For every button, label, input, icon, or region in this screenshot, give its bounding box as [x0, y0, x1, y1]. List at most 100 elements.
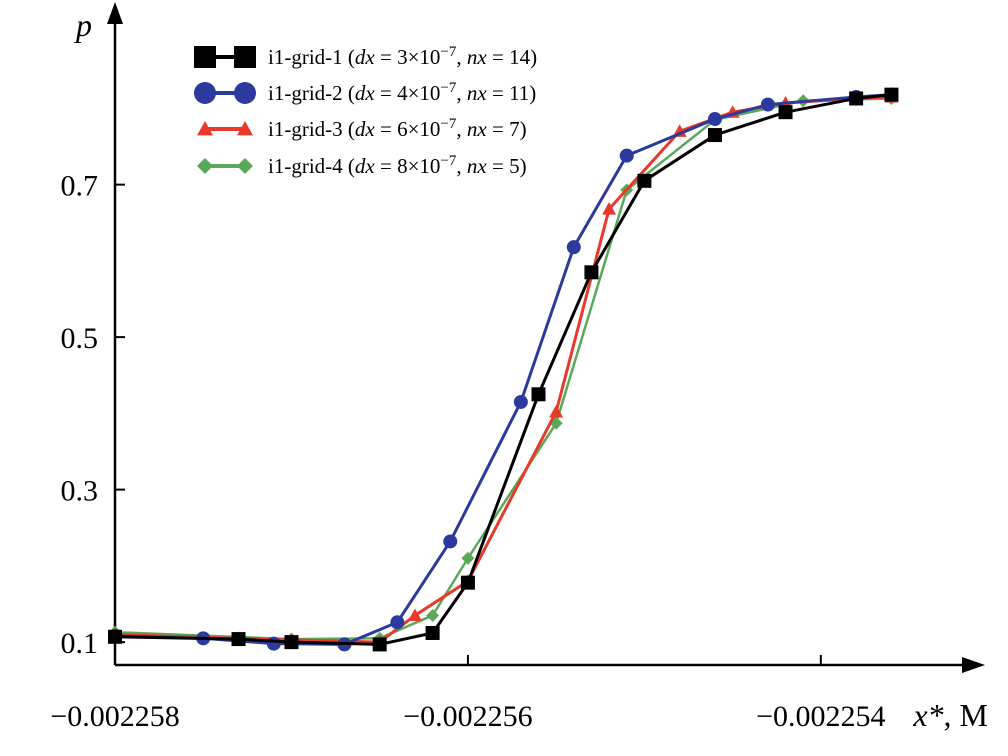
data-point — [461, 551, 475, 565]
legend-label: i1-grid-4 (dx = 8×10−7, nx = 5) — [268, 153, 527, 178]
series-layer — [108, 87, 899, 652]
legend-value: 7 — [509, 117, 520, 141]
legend-item: i1-grid-2 (dx = 4×10−7, nx = 11) — [194, 80, 536, 105]
legend-value: 5 — [509, 154, 520, 178]
y-tick-label: 0.1 — [61, 627, 99, 660]
legend-fragment: , — [456, 117, 467, 141]
legend-fragment: nx — [467, 117, 488, 141]
legend-fragment: ( — [343, 45, 355, 69]
data-point — [566, 240, 581, 255]
axes: −0.002258 −0.002256 −0.002254 0.1 0.3 0.5 0.7 p… — [50, 2, 988, 733]
data-point — [460, 575, 475, 590]
legend-marker — [234, 46, 256, 68]
legend-label: i1-grid-2 (dx = 4×10−7, nx = 11) — [268, 80, 536, 105]
legend-marker — [237, 158, 253, 174]
legend-value: −7 — [440, 80, 456, 96]
data-point — [426, 608, 440, 622]
data-point — [513, 394, 528, 409]
data-point — [372, 637, 387, 652]
y-axis-label: p — [74, 7, 92, 43]
x-axis-label-variable: x* — [912, 697, 943, 733]
y-tick-label: 0.3 — [61, 475, 99, 508]
legend-fragment: = — [487, 45, 509, 69]
x-tick-label: −0.002254 — [756, 700, 885, 733]
legend-fragment: ) — [520, 117, 527, 141]
legend-fragment: dx — [355, 45, 376, 69]
data-point — [443, 534, 458, 549]
x-axis-label-unit: , M — [944, 697, 988, 733]
data-point — [407, 608, 422, 622]
x-axis-label: x*, M — [912, 697, 988, 733]
legend-value: 11 — [509, 81, 529, 105]
legend-fragment: ) — [520, 154, 527, 178]
data-point — [602, 202, 617, 215]
legend-fragment: = — [375, 117, 397, 141]
data-point — [584, 265, 599, 280]
legend-value: 8×10 — [397, 154, 440, 178]
legend-item: i1-grid-1 (dx = 3×10−7, nx = 14) — [194, 44, 537, 69]
legend-value: 14 — [509, 45, 531, 69]
legend-fragment: dx — [355, 81, 376, 105]
legend-value: i1-grid-3 — [268, 117, 343, 141]
legend-value: i1-grid-1 — [268, 45, 343, 69]
legend-marker — [194, 46, 216, 68]
data-point — [849, 91, 864, 106]
legend-fragment: , — [456, 154, 467, 178]
legend-fragment: dx — [355, 117, 376, 141]
legend-marker — [234, 82, 256, 104]
legend-fragment: = — [375, 154, 397, 178]
x-tick-label: −0.002258 — [50, 700, 179, 733]
legend-value: 4×10 — [397, 81, 440, 105]
data-point — [619, 148, 634, 163]
legend-fragment: = — [487, 81, 509, 105]
legend: i1-grid-1 (dx = 3×10−7, nx = 14)i1-grid-… — [194, 44, 537, 178]
legend-marker — [237, 121, 253, 136]
data-point — [778, 105, 793, 120]
series-line — [114, 97, 892, 641]
legend-fragment: ) — [529, 81, 536, 105]
x-tick-label: −0.002256 — [403, 700, 532, 733]
data-point — [231, 632, 246, 647]
data-point — [390, 615, 405, 630]
legend-marker — [197, 158, 213, 174]
legend-fragment: = — [487, 154, 509, 178]
legend-value: 3×10 — [397, 45, 440, 69]
legend-label: i1-grid-1 (dx = 3×10−7, nx = 14) — [268, 44, 537, 69]
legend-value: −7 — [440, 116, 456, 132]
data-point — [707, 112, 722, 127]
legend-marker — [194, 82, 216, 104]
series-line — [114, 95, 892, 644]
y-tick-label: 0.7 — [61, 170, 99, 203]
legend-value: i1-grid-2 — [268, 81, 343, 105]
data-point — [284, 635, 299, 650]
data-point — [884, 87, 899, 102]
data-point — [266, 636, 281, 651]
data-point — [425, 625, 440, 640]
legend-value: i1-grid-4 — [268, 154, 343, 178]
y-axis-arrow — [107, 2, 123, 24]
legend-fragment: = — [487, 117, 509, 141]
legend-value: 6×10 — [397, 117, 440, 141]
series-i1-grid-1 — [108, 87, 899, 652]
legend-fragment: dx — [355, 154, 376, 178]
legend-fragment: nx — [467, 154, 488, 178]
legend-fragment: nx — [467, 81, 488, 105]
data-point — [637, 173, 652, 188]
legend-fragment: nx — [467, 45, 488, 69]
legend-fragment: = — [375, 81, 397, 105]
legend-fragment: ( — [343, 81, 355, 105]
legend-item: i1-grid-3 (dx = 6×10−7, nx = 7) — [197, 116, 527, 141]
legend-value: −7 — [440, 153, 456, 169]
legend-fragment: , — [456, 45, 467, 69]
legend-fragment: ( — [343, 154, 355, 178]
legend-marker — [197, 121, 213, 136]
legend-fragment: = — [375, 45, 397, 69]
data-point — [707, 128, 722, 143]
y-tick-label: 0.5 — [61, 322, 99, 355]
data-point — [108, 629, 122, 644]
data-point — [760, 97, 775, 112]
data-point — [549, 404, 564, 418]
x-axis-arrow — [962, 657, 985, 673]
legend-fragment: ( — [343, 117, 355, 141]
data-point — [531, 387, 546, 402]
